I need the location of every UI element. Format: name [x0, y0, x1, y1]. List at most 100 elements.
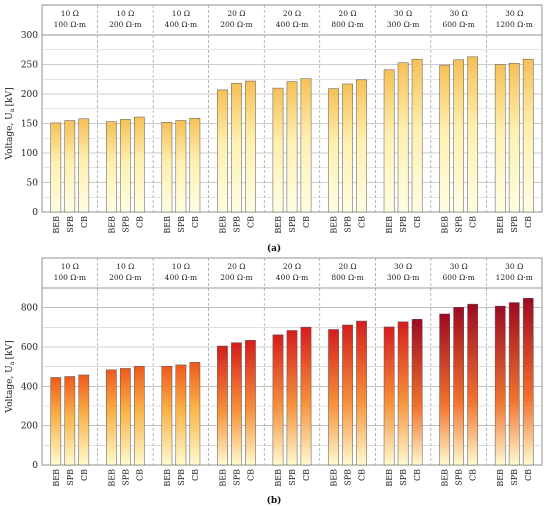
bar	[272, 87, 284, 213]
group-label-line2: 300 Ω·m	[387, 20, 419, 29]
bar	[50, 122, 62, 213]
bar	[467, 56, 479, 213]
bar	[508, 63, 520, 213]
category-label: SPB	[121, 469, 130, 486]
bar	[119, 119, 131, 213]
bar	[133, 116, 145, 213]
y-tick-label: 0	[32, 461, 38, 471]
y-tick-label: 200	[21, 90, 38, 100]
bar	[439, 64, 451, 213]
category-label: SPB	[288, 469, 297, 486]
category-label: BEB	[441, 469, 450, 487]
category-label: SPB	[455, 469, 464, 486]
bar	[245, 80, 256, 213]
group-label-line2: 200 Ω·m	[109, 273, 141, 282]
bar	[189, 362, 201, 466]
bar	[245, 340, 256, 466]
y-tick-label: 600	[21, 343, 38, 353]
bar	[105, 369, 117, 466]
group-label-line1: 20 Ω	[283, 9, 301, 18]
y-tick-label: 300	[21, 31, 38, 41]
category-label: SPB	[510, 216, 519, 233]
category-label: BEB	[107, 469, 116, 487]
category-label: BEB	[52, 216, 61, 234]
category-label: SPB	[399, 216, 408, 233]
category-labels: BEB SPB CB BEB SPB CB BEB SPB CB BEB SPB CB BEB SPB CB…	[52, 469, 533, 487]
group-labels: 10 Ω 100 Ω·m 10 Ω 200 Ω·m 10 Ω 400 Ω·m 20 Ω 200…	[54, 9, 533, 29]
bars	[50, 297, 534, 466]
category-label: SPB	[66, 216, 75, 233]
bar	[508, 302, 520, 466]
category-label: CB	[80, 469, 89, 481]
group-label-line1: 10 Ω	[172, 262, 190, 271]
group-label-line2: 600 Ω·m	[442, 20, 474, 29]
bar	[494, 64, 506, 213]
bar	[397, 62, 409, 213]
category-label: BEB	[496, 469, 505, 487]
group-label-line2: 200 Ω·m	[220, 20, 252, 29]
group-label-line2: 100 Ω·m	[54, 273, 86, 282]
category-label: SPB	[121, 216, 130, 233]
category-label: BEB	[163, 469, 172, 487]
category-label: CB	[524, 216, 533, 228]
category-label: SPB	[399, 469, 408, 486]
category-label: CB	[413, 469, 422, 481]
category-label: CB	[135, 216, 144, 228]
bars	[50, 56, 534, 213]
category-label: CB	[302, 216, 311, 228]
bar	[119, 368, 131, 466]
category-label: CB	[246, 469, 255, 481]
category-label: CB	[469, 216, 478, 228]
bar	[78, 374, 90, 466]
group-dividers	[97, 5, 487, 212]
group-label-line1: 20 Ω	[283, 262, 301, 271]
category-label: CB	[302, 469, 311, 481]
category-label: SPB	[344, 469, 353, 486]
category-label: SPB	[288, 216, 297, 233]
group-label-line2: 300 Ω·m	[387, 273, 419, 282]
y-tick-label: 150	[21, 120, 38, 130]
group-label-line1: 30 Ω	[394, 9, 412, 18]
bar	[217, 345, 228, 466]
category-label: CB	[524, 469, 533, 481]
category-label: SPB	[232, 469, 241, 486]
bar	[342, 324, 353, 466]
bar	[272, 334, 284, 466]
category-label: BEB	[52, 469, 61, 487]
category-label: SPB	[510, 469, 519, 486]
group-label-line2: 100 Ω·m	[54, 20, 86, 29]
group-label-line1: 10 Ω	[61, 262, 79, 271]
group-label-line1: 30 Ω	[450, 9, 468, 18]
group-label-line2: 1200 Ω·m	[496, 273, 533, 282]
category-label: SPB	[177, 469, 186, 486]
group-label-line2: 400 Ω·m	[165, 273, 197, 282]
category-label: SPB	[66, 469, 75, 486]
group-label-line1: 20 Ω	[227, 9, 245, 18]
group-label-line1: 10 Ω	[61, 9, 79, 18]
category-label: CB	[80, 216, 89, 228]
bar	[217, 89, 228, 213]
bar	[175, 364, 187, 466]
category-label: BEB	[385, 469, 394, 487]
group-label-line1: 10 Ω	[116, 9, 134, 18]
y-tick-label: 0	[32, 208, 38, 218]
bar	[397, 321, 409, 466]
y-tick-label: 100	[21, 149, 38, 159]
group-label-line1: 20 Ω	[338, 9, 356, 18]
group-label-line1: 30 Ω	[505, 262, 523, 271]
bar	[50, 377, 62, 466]
category-label: BEB	[496, 216, 505, 234]
category-label: BEB	[385, 216, 394, 234]
bar	[383, 69, 395, 213]
category-labels: BEB SPB CB BEB SPB CB BEB SPB CB BEB SPB CB BEB SPB CB…	[52, 216, 533, 234]
group-label-line2: 200 Ω·m	[109, 20, 141, 29]
group-label-line2: 400 Ω·m	[276, 273, 308, 282]
y-tick-label: 200	[21, 422, 38, 432]
category-label: BEB	[441, 216, 450, 234]
bar	[286, 330, 298, 466]
category-label: CB	[413, 216, 422, 228]
bar	[342, 83, 353, 213]
group-label-line2: 600 Ω·m	[442, 273, 474, 282]
